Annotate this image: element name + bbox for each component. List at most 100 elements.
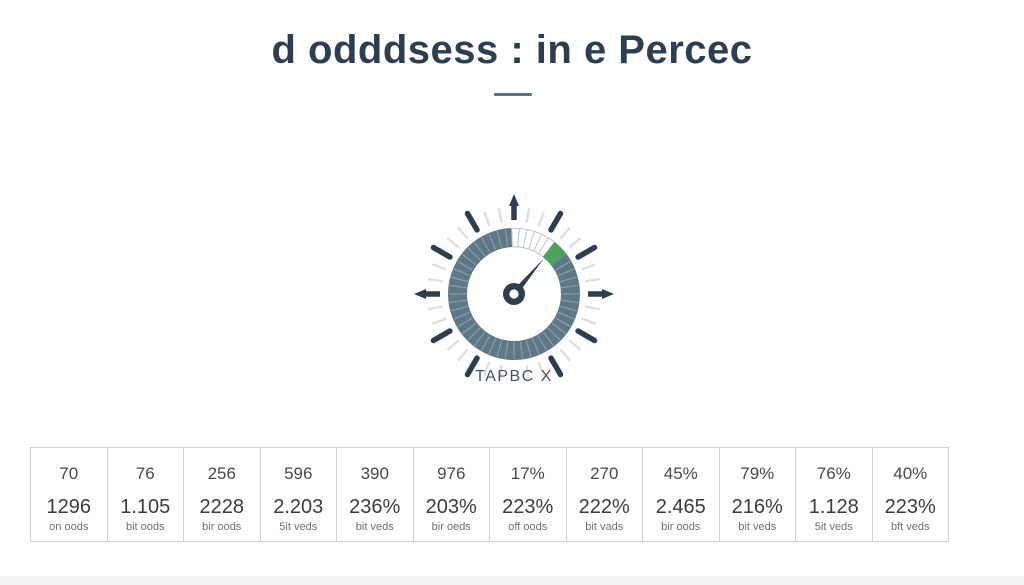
- gauge-thin-tick: [428, 305, 444, 311]
- gauge-thick-tick: [548, 210, 564, 233]
- gauge-thin-tick: [584, 277, 600, 283]
- gauge-arrow-head: [414, 289, 426, 299]
- gauge-thick-tick: [464, 210, 480, 233]
- gauge-thin-tick: [457, 348, 469, 362]
- gauge-thick-tick: [548, 355, 564, 378]
- gauge-thin-tick: [497, 208, 503, 224]
- gauge-ring-mark: [473, 331, 486, 346]
- gauge-chart: [399, 179, 629, 409]
- column-mid-value: 1296: [46, 496, 92, 518]
- gauge-ring-mark: [504, 341, 509, 359]
- gauge-thick-tick: [575, 328, 598, 344]
- gauge-ring-mark: [453, 268, 470, 277]
- gauge-ring-mark: [457, 317, 473, 327]
- gauge-ring-mark: [561, 284, 579, 289]
- table-column: 40% 223% bft veds: [873, 448, 949, 541]
- column-mid-value: 1.105: [120, 496, 171, 518]
- gauge-thin-tick: [431, 263, 447, 271]
- gauge-thin-tick: [568, 237, 582, 249]
- column-mid-value: 216%: [731, 496, 783, 518]
- table-column: 76 1.105 bit oods: [108, 448, 184, 541]
- gauge-ring-mark: [547, 327, 561, 341]
- gauge-ring-mark: [488, 233, 497, 250]
- gauge-ring-mark: [453, 311, 470, 320]
- gauge-ring-mark: [449, 284, 467, 289]
- gauge-ring-mark: [561, 299, 579, 304]
- column-unit-label: on oods: [49, 521, 89, 533]
- gauge-ring-mark: [488, 338, 497, 355]
- gauge-ring-mark: [555, 261, 571, 271]
- gauge-ring-mark: [542, 331, 555, 346]
- gauge-ring-mark: [467, 247, 481, 261]
- gauge-arrow-head: [509, 194, 519, 206]
- gauge-cell-divider: [517, 228, 520, 248]
- gauge-thin-tick: [581, 263, 597, 271]
- gauge-ring-mark: [462, 253, 477, 266]
- gauge-thin-tick: [428, 277, 444, 283]
- gauge-label: TAPBC X: [475, 368, 553, 385]
- column-mid-value: 236%: [349, 496, 401, 518]
- column-top-value: 40%: [893, 464, 928, 483]
- column-unit-label: bit veds: [738, 521, 777, 533]
- column-top-value: 976: [437, 464, 466, 483]
- title-underline: [494, 93, 532, 96]
- gauge-ring-mark: [467, 327, 481, 341]
- gauge-ring-mark: [560, 305, 577, 312]
- stats-table: 70 1296 on oods 76 1.105 bit oods 256 2228 bir o…: [30, 447, 949, 542]
- gauge-ring-mark: [496, 231, 503, 248]
- gauge-ring-mark: [537, 335, 547, 351]
- table-column: 70 1296 on oods: [31, 448, 108, 541]
- gauge-ring-mark: [473, 242, 486, 257]
- gauge-ring-mark: [519, 341, 524, 359]
- column-unit-label: bir oods: [202, 521, 242, 533]
- gauge-cell-divider: [542, 241, 556, 258]
- gauge-ring-mark: [451, 305, 468, 312]
- gauge-cell-divider: [522, 229, 528, 249]
- table-column: 17% 223% off oods: [490, 448, 567, 541]
- gauge-svg: [414, 194, 614, 380]
- gauge-arrow-head: [602, 289, 614, 299]
- column-unit-label: bit veds: [355, 521, 394, 533]
- gauge-thin-tick: [537, 361, 545, 377]
- gauge-ring-mark: [558, 268, 575, 277]
- table-column: 976 203% bir oeds: [414, 448, 490, 541]
- gauge-thin-tick: [525, 364, 531, 380]
- column-top-value: 70: [59, 464, 79, 483]
- gauge-ring-mark: [462, 322, 477, 335]
- gauge-thick-tick: [575, 244, 598, 260]
- gauge-ring-mark: [481, 335, 491, 351]
- table-column: 596 2.203 5it veds: [261, 448, 337, 541]
- column-top-value: 79%: [740, 464, 775, 483]
- column-top-value: 596: [284, 464, 313, 483]
- column-mid-value: 2.465: [655, 496, 706, 518]
- gauge-cell-divider: [533, 233, 542, 252]
- gauge-thick-tick: [464, 355, 480, 378]
- column-mid-value: 222%: [578, 496, 630, 518]
- table-column: 270 222% bit vads: [567, 448, 643, 541]
- column-unit-label: off oods: [508, 521, 548, 533]
- column-mid-value: 2228: [199, 496, 245, 518]
- gauge-cell-divider: [538, 237, 549, 255]
- table-column: 76% 1.128 5it veds: [796, 448, 873, 541]
- gauge-thin-tick: [457, 226, 469, 240]
- column-top-value: 270: [590, 464, 619, 483]
- gauge-thick-tick: [430, 244, 453, 260]
- gauge-ring-mark: [558, 311, 575, 320]
- gauge-cell-divider: [511, 228, 513, 248]
- gauge-thin-tick: [497, 364, 503, 380]
- page-title: d odddsess : in e Percec: [271, 28, 753, 72]
- column-mid-value: 2.203: [273, 496, 324, 518]
- gauge-thin-tick: [559, 226, 571, 240]
- table-column: 256 2228 bir oods: [184, 448, 261, 541]
- column-unit-label: 5it veds: [814, 521, 853, 533]
- column-top-value: 390: [360, 464, 389, 483]
- gauge-ring-mark: [481, 237, 491, 253]
- table-column: 390 236% bit veds: [337, 448, 414, 541]
- column-top-value: 256: [207, 464, 236, 483]
- bottom-edge-strip: [0, 576, 1024, 585]
- column-unit-label: bft veds: [890, 521, 930, 533]
- gauge-thin-tick: [537, 211, 545, 227]
- gauge-thin-tick: [446, 237, 460, 249]
- table-column: 45% 2.465 bir oods: [643, 448, 720, 541]
- column-top-value: 76: [135, 464, 155, 483]
